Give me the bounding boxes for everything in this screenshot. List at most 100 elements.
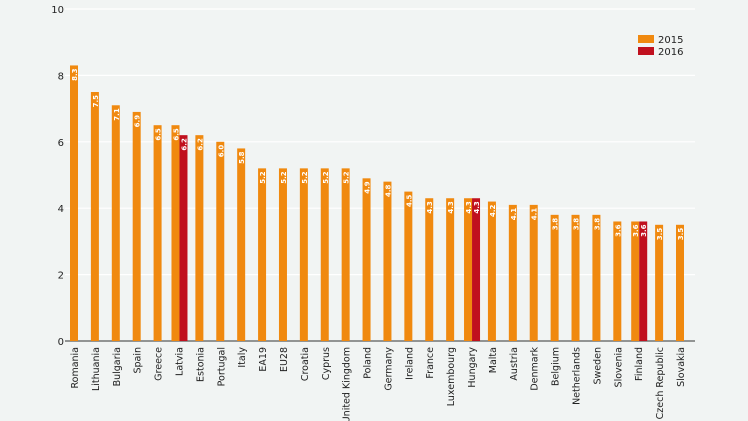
x-tick-label: Slovenia [613,347,624,387]
bar-2015 [571,214,580,341]
x-tick-label: Denmark [530,347,541,391]
bar-2015 [299,168,308,341]
x-tick-label: Malta [488,347,499,373]
bar-2015 [216,141,225,341]
data-label: 4.2 [489,204,497,217]
bar-2016 [639,221,648,341]
data-label: 7.5 [92,95,100,108]
x-tick-label: Italy [237,347,248,368]
x-tick-label: Croatia [300,347,311,381]
bar-2015 [425,198,434,341]
bar-2015 [237,148,246,341]
bar-2015 [258,168,267,341]
data-label: 5.2 [343,171,351,184]
data-label: 6.2 [196,138,204,151]
bar-2015 [631,221,640,341]
bar-2015 [592,214,601,341]
data-label: 4.3 [465,201,473,214]
legend-swatch-2016 [638,47,654,55]
data-label: 4.3 [473,201,481,214]
bar-2015 [383,181,392,341]
x-tick-label: France [425,347,436,379]
data-label: 3.5 [656,228,664,241]
bar-2015 [90,92,99,341]
data-label: 6.5 [172,128,180,141]
bar-2015 [676,224,684,341]
bar-2015 [508,204,517,341]
data-label: 3.6 [614,224,622,237]
x-tick-label: Estonia [195,347,206,382]
data-label: 5.2 [280,171,288,184]
bar-2015 [550,214,559,341]
bar-2015 [362,178,371,341]
legend-swatch-2015 [638,35,654,43]
data-label: 5.8 [238,151,246,164]
data-label: 6.2 [180,138,188,151]
y-tick-label: 4 [58,204,64,215]
data-label: 4.1 [510,208,518,221]
data-label: 3.6 [632,224,640,237]
data-label: 4.5 [405,194,413,207]
x-tick-label: Portugal [216,347,227,386]
x-tick-label: EU28 [279,347,290,372]
x-tick-label: Sweden [592,347,603,385]
bar-2015 [487,201,496,341]
y-tick-label: 10 [51,5,64,16]
data-label: 3.5 [677,228,685,241]
bar-2016 [472,198,481,341]
data-label: 3.6 [640,224,648,237]
y-tick-label: 0 [58,337,64,348]
x-tick-label: Romania [70,347,81,389]
data-label: 6.5 [155,128,163,141]
bar-2015 [171,125,180,341]
bar-2015 [278,168,287,341]
data-label: 4.8 [384,185,392,198]
x-tick-label: Cyprus [321,347,332,380]
data-label: 5.2 [322,171,330,184]
data-label: 7.1 [113,108,121,121]
bar-2015 [111,105,120,341]
x-tick-label: Ireland [404,347,415,380]
data-label: 6.9 [134,115,142,128]
legend-label: 2016 [658,47,683,58]
x-tick-label: EA19 [258,347,269,372]
data-label: 3.8 [573,218,581,231]
x-tick-label: Netherlands [572,347,583,405]
x-tick-label: Hungary [467,347,478,388]
data-label: 4.3 [447,201,455,214]
data-label: 5.2 [259,171,267,184]
x-tick-label: Slovakia [676,347,687,387]
bar-2015 [464,198,473,341]
y-tick-label: 2 [58,271,64,282]
bar-2015 [404,191,413,341]
x-tick-label: Spain [133,347,144,374]
x-tick-label: Austria [509,347,520,381]
x-tick-label: Latvia [174,347,185,376]
x-tick-label: Lithuania [91,347,102,391]
x-tick-label: United Kingdom [342,347,353,421]
x-tick-label: Luxembourg [446,347,457,406]
legend-label: 2015 [658,35,683,46]
data-label: 3.8 [552,218,560,231]
bar-2015 [195,135,204,341]
bar-2015 [153,125,162,341]
bar-2015 [132,111,141,341]
x-tick-label: Finland [634,347,645,381]
bar-2015 [341,168,350,341]
bar-2015 [529,204,538,341]
bar-2016 [179,135,188,341]
x-tick-label: Greece [154,347,165,381]
y-tick-label: 6 [58,138,64,149]
data-label: 6.0 [217,145,225,158]
data-label: 8.3 [71,68,79,81]
bar-2015 [320,168,329,341]
x-tick-label: Belgium [551,347,562,386]
x-tick-label: Bulgaria [112,347,123,386]
bar-2015 [70,65,78,341]
bar-2015 [613,221,622,341]
bar-2015 [446,198,455,341]
bar-2015 [655,224,664,341]
x-tick-label: Poland [363,347,374,379]
